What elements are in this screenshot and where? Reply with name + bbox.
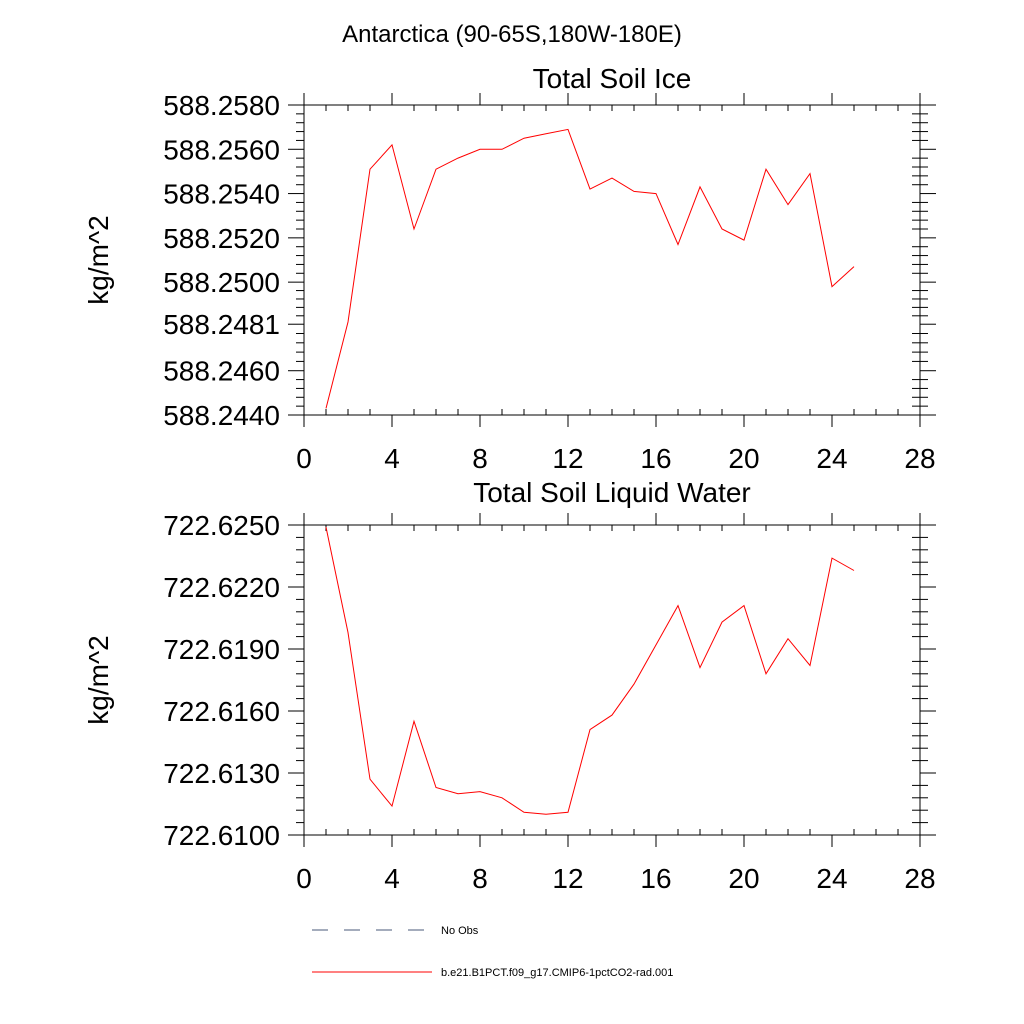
x-tick-label: 16	[640, 443, 671, 474]
y-tick-label: 588.2520	[163, 223, 280, 254]
figure-title: Antarctica (90-65S,180W-180E)	[342, 21, 682, 48]
x-tick-label: 20	[728, 443, 759, 474]
x-tick-label: 8	[472, 443, 488, 474]
y-tick-label: 722.6190	[163, 634, 280, 665]
y-tick-label: 588.2580	[163, 90, 280, 121]
panel-title: Total Soil Ice	[533, 63, 692, 94]
x-tick-label: 20	[728, 863, 759, 894]
y-tick-label: 588.2460	[163, 356, 280, 387]
y-tick-label: 588.2540	[163, 179, 280, 210]
y-tick-label: 722.6100	[163, 820, 280, 851]
chart-panels: Total Soil Ice 0 4 8 12 16 20 24 28 588.2440 588.2…	[83, 63, 936, 894]
x-tick-label: 4	[384, 443, 400, 474]
series-line	[325, 128, 855, 409]
x-tick-label: 0	[296, 863, 312, 894]
y-tick-label: 722.6220	[163, 572, 280, 603]
y-tick-label: 588.2500	[163, 267, 280, 298]
y-axis-label: kg/m^2	[83, 215, 114, 304]
y-axis-label: kg/m^2	[83, 635, 114, 724]
x-tick-label: 28	[904, 863, 935, 894]
legend-label: b.e21.B1PCT.f09_g17.CMIP6-1pctCO2-rad.00…	[441, 967, 673, 979]
series-line	[325, 526, 855, 815]
x-tick-label: 28	[904, 443, 935, 474]
legend-label: No Obs	[441, 925, 479, 937]
legend: No Obs b.e21.B1PCT.f09_g17.CMIP6-1pctCO2-…	[312, 925, 673, 979]
y-tick-label: 722.6130	[163, 758, 280, 789]
x-tick-label: 24	[816, 443, 847, 474]
y-tick-label: 588.2481	[163, 309, 280, 340]
x-tick-label: 24	[816, 863, 847, 894]
x-tick-label: 16	[640, 863, 671, 894]
plot-frame	[303, 104, 921, 416]
x-tick-label: 12	[552, 863, 583, 894]
panel-1: Total Soil Ice 0 4 8 12 16 20 24 28 588.2440 588.2…	[83, 63, 936, 474]
x-tick-label: 0	[296, 443, 312, 474]
x-tick-label: 12	[552, 443, 583, 474]
y-tick-label: 588.2560	[163, 134, 280, 165]
x-tick-label: 8	[472, 863, 488, 894]
x-tick-label: 4	[384, 863, 400, 894]
y-tick-label: 722.6250	[163, 510, 280, 541]
y-tick-label: 722.6160	[163, 696, 280, 727]
panel-title: Total Soil Liquid Water	[473, 477, 751, 508]
panel-2: Total Soil Liquid Water 0 4 8 12 16 20 24 28 722.…	[83, 477, 936, 894]
y-tick-label: 588.2440	[163, 400, 280, 431]
